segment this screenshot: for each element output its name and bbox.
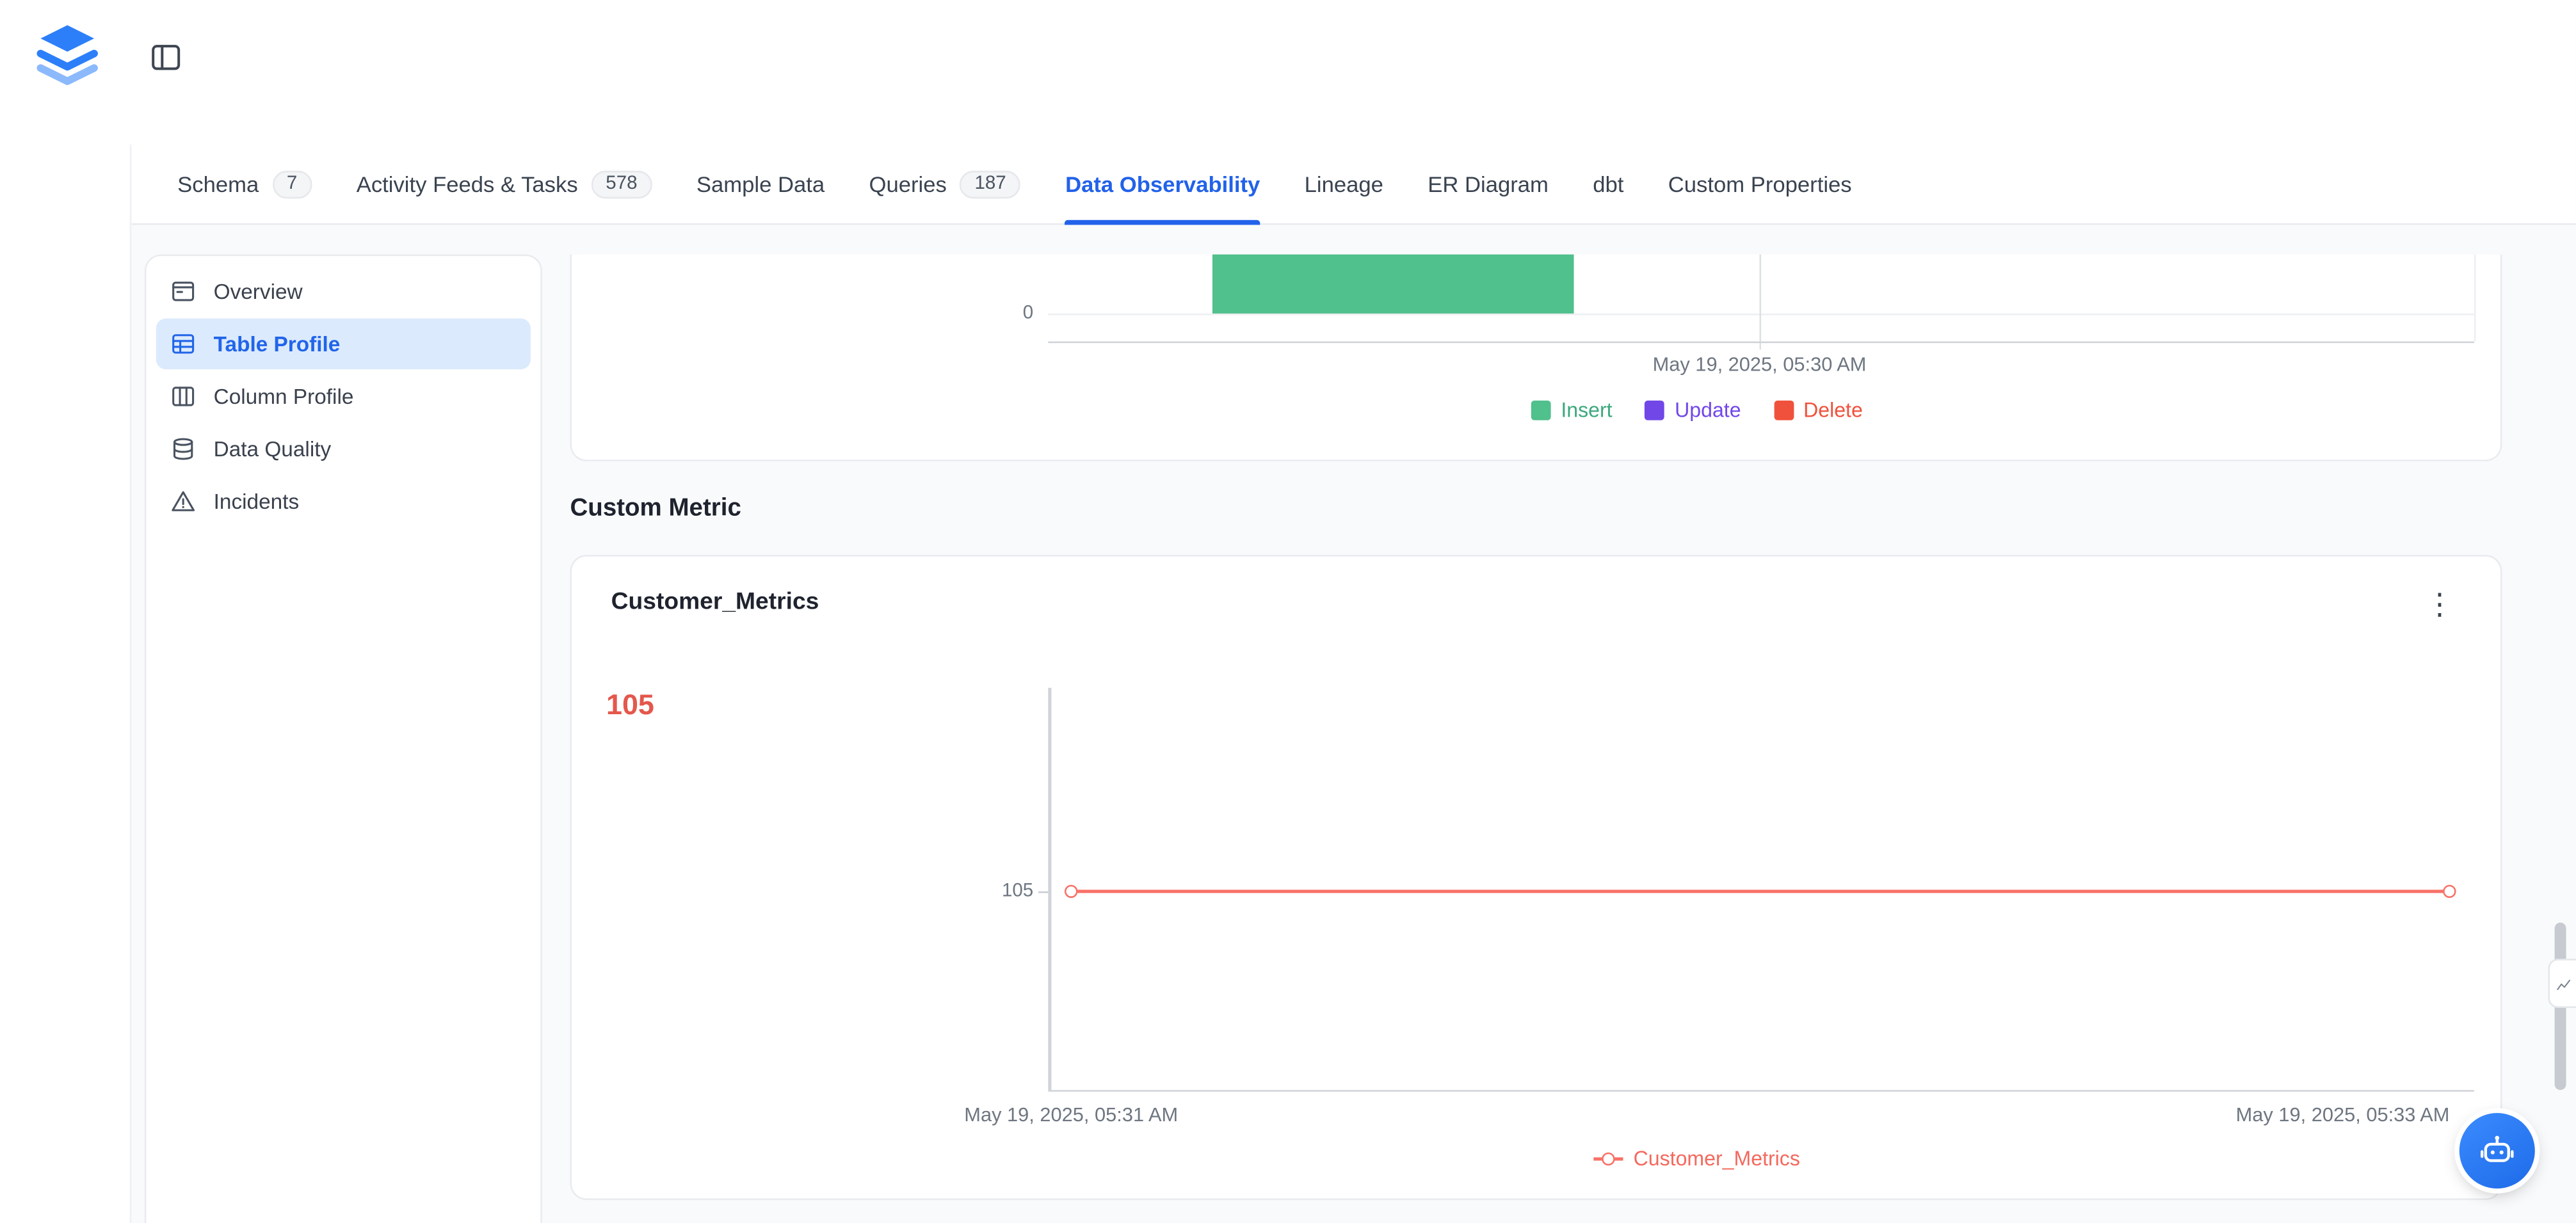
menu-item-label: Table Profile: [213, 332, 341, 356]
menu-item-label: Data Quality: [213, 436, 332, 461]
tab-count-badge: 578: [591, 170, 652, 198]
y-tick-mark: [1038, 891, 1049, 893]
operations-legend: Insert Update Delete: [1048, 399, 2346, 422]
tab-data-observability[interactable]: Data Observability: [1065, 145, 1260, 225]
legend-customer-metrics[interactable]: Customer_Metrics: [1594, 1147, 1800, 1171]
database-icon: [173, 438, 193, 460]
legend-label: Delete: [1803, 399, 1863, 422]
tab-queries[interactable]: Queries 187: [869, 145, 1021, 223]
legend-label: Update: [1675, 399, 1741, 422]
x-tick-gridline: [1759, 254, 1762, 350]
tab-sample-data[interactable]: Sample Data: [696, 145, 825, 223]
x-axis-line: [1048, 1090, 2474, 1092]
metric-card-title: Customer_Metrics: [611, 589, 819, 616]
tab-label: dbt: [1593, 172, 1624, 196]
x-axis-line: [1048, 341, 2474, 344]
tab-label: Data Observability: [1065, 172, 1260, 196]
y-axis-line: [1048, 687, 1051, 1091]
x-axis-label-start: May 19, 2025, 05:31 AM: [964, 1103, 1179, 1126]
menu-item-label: Column Profile: [213, 384, 354, 409]
profiler-side-menu: Overview Table Profile Column Profile Da…: [144, 254, 542, 1223]
legend-swatch-update: [1645, 400, 1665, 420]
plot-right-edge: [2474, 254, 2476, 342]
legend-swatch-delete: [1773, 400, 1794, 420]
y-axis-tick: 105: [1001, 881, 1034, 902]
column-profile-icon: [172, 387, 195, 406]
kebab-icon: ⋮: [2424, 588, 2455, 621]
tab-schema[interactable]: Schema 7: [177, 145, 312, 223]
tab-er-diagram[interactable]: ER Diagram: [1428, 145, 1549, 223]
menu-item-table-profile[interactable]: Table Profile: [156, 318, 531, 370]
metric-legend: Customer_Metrics: [1048, 1147, 2346, 1171]
zero-gridline: [1048, 313, 2474, 316]
legend-insert[interactable]: Insert: [1531, 399, 1613, 422]
x-axis-label: May 19, 2025, 05:30 AM: [1652, 353, 1867, 376]
layers-logo-icon: [36, 25, 98, 85]
tab-count-badge: 187: [960, 170, 1021, 198]
tab-activity-feeds[interactable]: Activity Feeds & Tasks 578: [357, 145, 652, 223]
tab-label: Custom Properties: [1668, 172, 1852, 196]
tab-count-badge: 7: [271, 170, 312, 198]
menu-item-label: Overview: [213, 279, 303, 304]
top-bar: [0, 0, 2576, 145]
data-point-start[interactable]: [1064, 884, 1078, 899]
tab-label: Queries: [869, 172, 947, 196]
app-logo[interactable]: [29, 17, 105, 100]
x-axis-label-end: May 19, 2025, 05:33 AM: [2235, 1103, 2450, 1126]
tab-custom-properties[interactable]: Custom Properties: [1668, 145, 1852, 223]
tab-label: Activity Feeds & Tasks: [356, 172, 578, 196]
tab-label: Schema: [177, 172, 259, 196]
overview-icon: [172, 282, 195, 301]
tab-label: ER Diagram: [1428, 172, 1549, 196]
metric-series-line[interactable]: [1071, 890, 2450, 893]
metric-card-menu-button[interactable]: ⋮: [2415, 586, 2464, 622]
tab-dbt[interactable]: dbt: [1593, 145, 1623, 223]
mini-chart-icon: [2556, 979, 2570, 989]
menu-item-data-quality[interactable]: Data Quality: [156, 424, 531, 475]
tab-lineage[interactable]: Lineage: [1305, 145, 1383, 223]
chat-assistant-button[interactable]: [2459, 1113, 2535, 1189]
menu-item-column-profile[interactable]: Column Profile: [156, 371, 531, 422]
legend-label: Customer_Metrics: [1633, 1147, 1800, 1171]
legend-swatch-insert: [1531, 400, 1551, 420]
menu-item-incidents[interactable]: Incidents: [156, 476, 531, 527]
line-marker-icon: [1594, 1152, 1624, 1166]
entity-tab-bar: Schema 7 Activity Feeds & Tasks 578 Sample…: [131, 144, 2576, 225]
menu-item-label: Incidents: [213, 489, 300, 514]
legend-delete[interactable]: Delete: [1773, 399, 1863, 422]
insert-bar[interactable]: [1212, 254, 1574, 314]
panel-toggle-icon: [152, 45, 181, 70]
custom-metric-section-title: Custom Metric: [570, 494, 741, 522]
data-point-end[interactable]: [2443, 884, 2456, 899]
legend-update[interactable]: Update: [1645, 399, 1741, 422]
legend-label: Insert: [1561, 399, 1613, 422]
app-navigation-rail: [0, 144, 132, 1223]
metric-latest-value: 105: [606, 687, 654, 721]
table-operations-chart-card: 0 May 19, 2025, 05:30 AM Insert Update D…: [570, 254, 2502, 461]
y-axis-tick: 0: [1022, 303, 1034, 324]
tab-label: Sample Data: [696, 172, 825, 196]
table-profile-icon: [172, 334, 195, 354]
sidebar-toggle-button[interactable]: [148, 40, 184, 76]
warning-triangle-icon: [172, 491, 195, 511]
customer-metrics-card: Customer_Metrics ⋮ 105 105 May 19, 2025,…: [570, 555, 2502, 1201]
tab-label: Lineage: [1304, 172, 1383, 196]
menu-item-overview[interactable]: Overview: [156, 266, 531, 317]
robot-icon: [2480, 1135, 2514, 1162]
hidden-panel-handle[interactable]: [2548, 959, 2576, 1008]
